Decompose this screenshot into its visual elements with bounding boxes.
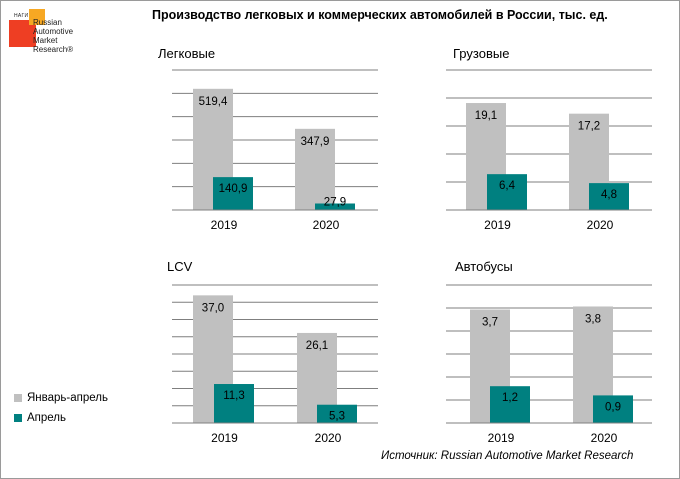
panel-title: Грузовые — [453, 46, 510, 61]
logo-line-2: Automotive — [33, 27, 74, 36]
legend-swatch-gray — [14, 394, 22, 402]
panel-title: LCV — [167, 259, 193, 274]
data-label-jan-apr-2019: 519,4 — [199, 96, 228, 108]
data-label-april-2019: 1,2 — [502, 392, 518, 404]
data-label-april-2020: 27,9 — [324, 196, 346, 208]
data-label-jan-apr-2020: 17,2 — [578, 121, 600, 133]
bar-april-2020 — [315, 203, 355, 210]
x-tick-label-2020: 2020 — [591, 431, 618, 445]
x-tick-label-2019: 2019 — [488, 431, 515, 445]
bar-april-2019 — [213, 177, 253, 210]
x-tick-label-2020: 2020 — [315, 431, 342, 445]
x-tick-label-2019: 2019 — [211, 431, 238, 445]
source-note: Источник: Russian Automotive Market Rese… — [381, 450, 634, 462]
data-label-april-2020: 5,3 — [329, 411, 345, 423]
x-tick-label-2020: 2020 — [313, 218, 340, 232]
bar-april-2020 — [593, 395, 633, 423]
panel-title: Автобусы — [455, 259, 513, 274]
logo-line-3: Market — [33, 36, 58, 45]
logo-abbr: НАГИ — [14, 13, 29, 19]
data-label-april-2019: 140,9 — [219, 183, 248, 195]
x-tick-label-2020: 2020 — [587, 218, 614, 232]
data-label-jan-apr-2019: 19,1 — [475, 110, 497, 122]
data-label-april-2019: 11,3 — [223, 390, 245, 402]
data-label-jan-apr-2019: 37,0 — [202, 302, 224, 314]
bar-jan-apr-2020 — [295, 128, 335, 210]
bar-april-2019 — [214, 384, 254, 423]
legend-label: Январь-апрель — [27, 392, 108, 404]
x-tick-label-2019: 2019 — [211, 218, 238, 232]
data-label-april-2020: 0,9 — [605, 401, 621, 413]
bar-april-2020 — [317, 404, 357, 423]
data-label-jan-apr-2020: 347,9 — [301, 136, 330, 148]
panel-title: Легковые — [158, 46, 216, 61]
chart-title: Производство легковых и коммерческих авт… — [152, 8, 608, 22]
data-label-jan-apr-2019: 3,7 — [482, 317, 498, 329]
bar-april-2019 — [490, 386, 530, 423]
logo-orange-square — [29, 9, 45, 25]
bar-april-2019 — [487, 174, 527, 210]
legend-item-jan-apr: Январь-апрель — [14, 388, 108, 408]
legend-label: Апрель — [27, 412, 67, 424]
x-tick-label-2019: 2019 — [484, 218, 511, 232]
legend: Январь-апрель Апрель — [14, 388, 108, 428]
data-label-april-2020: 4,8 — [601, 189, 617, 201]
logo-line-4: Research® — [33, 45, 74, 54]
legend-swatch-teal — [14, 414, 22, 422]
data-label-jan-apr-2020: 26,1 — [306, 340, 328, 352]
rmr-logo: НАГИ Russian Automotive Market Research® — [4, 6, 84, 66]
legend-item-april: Апрель — [14, 408, 108, 428]
bar-april-2020 — [589, 183, 629, 210]
logo-line-1: Russian — [33, 18, 62, 27]
data-label-jan-apr-2020: 3,8 — [585, 313, 601, 325]
data-label-april-2019: 6,4 — [499, 180, 516, 192]
